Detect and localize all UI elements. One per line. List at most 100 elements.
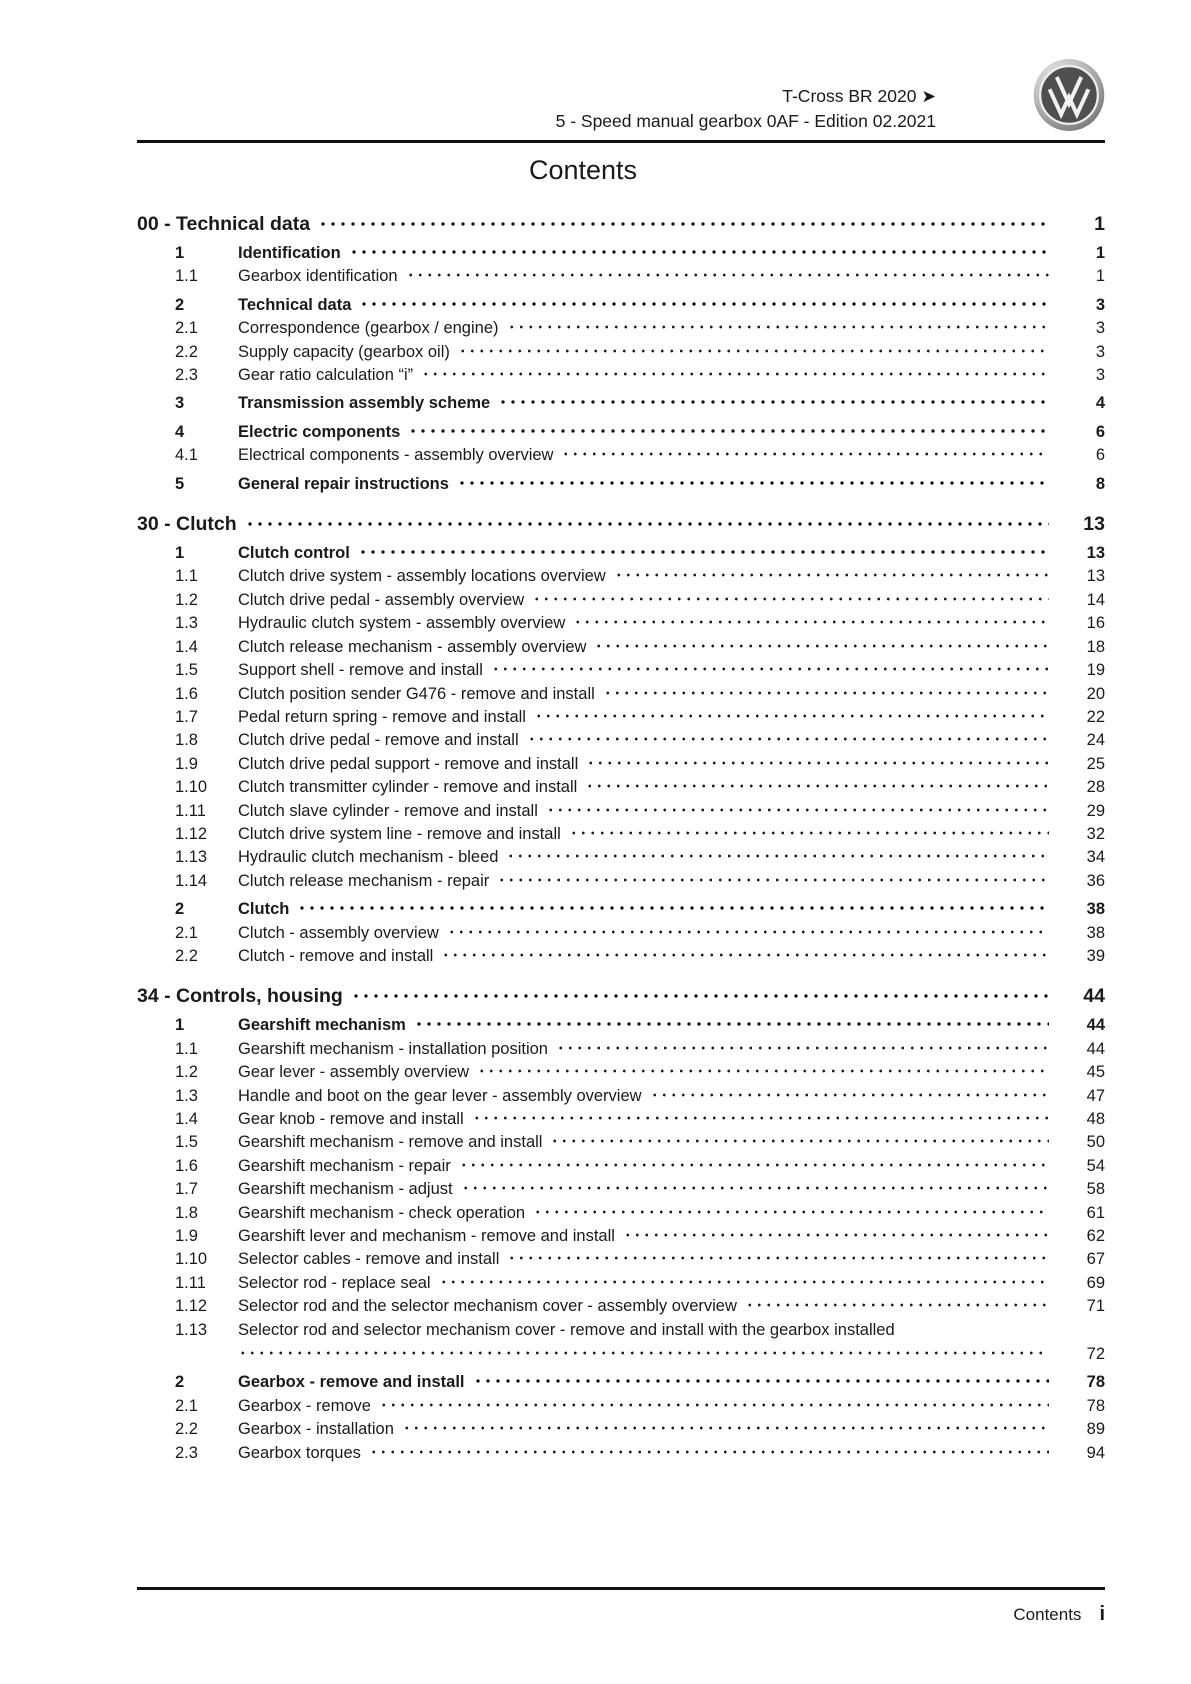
entry-number: 1.13 (175, 1320, 208, 1339)
entry-title: Clutch position sender G476 - remove and… (238, 684, 595, 703)
dot-leader (472, 1372, 1049, 1388)
entry-page: 1 (1095, 244, 1105, 262)
dot-leader (359, 294, 1049, 310)
toc-entry[interactable]: 2.1 Gearbox - remove 78 (137, 1395, 1105, 1418)
toc-chapter[interactable]: 00 - Technical data 1 (137, 211, 1105, 237)
entry-number: 3 (175, 394, 185, 413)
toc-entry[interactable]: 1.5 Gearshift mechanism - remove and ins… (137, 1131, 1105, 1154)
dot-leader (555, 1038, 1049, 1054)
entry-page: 39 (1086, 946, 1105, 965)
toc-entry[interactable]: 2.2 Supply capacity (gearbox oil) 3 (137, 341, 1105, 364)
toc-entry[interactable]: 1.12 Selector rod and the selector mecha… (137, 1295, 1105, 1318)
toc-entry[interactable]: 1.9 Gearshift lever and mechanism - remo… (137, 1225, 1105, 1248)
entry-title: Gearbox - remove and install (238, 1373, 465, 1392)
entry-number: 1.2 (175, 1063, 198, 1082)
toc-entry[interactable]: 2.3 Gearbox torques 94 (137, 1442, 1105, 1465)
entry-number: 1 (175, 544, 185, 563)
toc-entry[interactable]: 1.7 Pedal return spring - remove and ins… (137, 706, 1105, 729)
toc-entry[interactable]: 1.13 Selector rod and selector mechanism… (137, 1319, 1105, 1367)
toc-entry[interactable]: 1 Gearshift mechanism 44 (137, 1014, 1105, 1037)
entry-page: 22 (1086, 707, 1105, 726)
dot-leader (526, 730, 1049, 746)
toc-entry[interactable]: 1.5 Support shell - remove and install 1… (137, 659, 1105, 682)
dot-leader (350, 986, 1049, 1003)
toc-entry[interactable]: 2.1 Clutch - assembly overview 38 (137, 922, 1105, 945)
footer-divider (137, 1587, 1105, 1590)
entry-number: 1.1 (175, 267, 198, 286)
toc-entry[interactable]: 1.3 Hydraulic clutch system - assembly o… (137, 612, 1105, 635)
toc-entry[interactable]: 1.12 Clutch drive system line - remove a… (137, 823, 1105, 846)
entry-title: Clutch drive pedal - remove and install (238, 731, 519, 750)
toc-entry[interactable]: 2.2 Clutch - remove and install 39 (137, 945, 1105, 968)
toc-entry[interactable]: 1.4 Gear knob - remove and install 48 (137, 1108, 1105, 1131)
toc-entry[interactable]: 1 Clutch control 13 (137, 542, 1105, 565)
entry-page: 3 (1095, 295, 1105, 314)
entry-title: Gear knob - remove and install (238, 1110, 464, 1128)
toc-entry[interactable]: 1.9 Clutch drive pedal support - remove … (137, 753, 1105, 776)
toc-entry[interactable]: 1.2 Clutch drive pedal - assembly overvi… (137, 589, 1105, 612)
toc-entry[interactable]: 2.3 Gear ratio calculation “i” 3 (137, 364, 1105, 387)
toc-entry[interactable]: 4 Electric components 6 (137, 421, 1105, 444)
entry-page: 4 (1095, 394, 1105, 413)
toc-entry[interactable]: 1.3 Handle and boot on the gear lever - … (137, 1085, 1105, 1108)
entry-title: Gearbox - remove (238, 1396, 371, 1415)
entry-page: 34 (1086, 848, 1105, 867)
entry-title: Supply capacity (gearbox oil) (238, 342, 450, 361)
entry-page: 89 (1086, 1420, 1105, 1439)
entry-page: 1 (1095, 267, 1105, 286)
entry-page: 38 (1086, 900, 1105, 919)
dot-leader (460, 1179, 1049, 1195)
toc-entry[interactable]: 1.1 Clutch drive system - assembly locat… (137, 565, 1105, 588)
toc-entry[interactable]: 1 Identification 1 (137, 242, 1105, 265)
entry-title: Clutch drive pedal support - remove and … (238, 754, 579, 773)
entry-page: 32 (1086, 824, 1105, 843)
toc-entry[interactable]: 1.6 Gearshift mechanism - repair 54 (137, 1155, 1105, 1178)
entry-page: 38 (1086, 923, 1105, 942)
entry-number: 1.9 (175, 754, 198, 773)
entry-page: 18 (1086, 637, 1105, 656)
entry-number: 2 (175, 900, 185, 919)
toc-entry[interactable]: 1.4 Clutch release mechanism - assembly … (137, 636, 1105, 659)
toc-entry[interactable]: 1.2 Gear lever - assembly overview 45 (137, 1061, 1105, 1084)
toc-entry[interactable]: 5 General repair instructions 8 (137, 473, 1105, 496)
toc-entry[interactable]: 2.2 Gearbox - installation 89 (137, 1418, 1105, 1441)
toc-entry[interactable]: 1.11 Selector rod - replace seal 69 (137, 1272, 1105, 1295)
toc-entry[interactable]: 1.13 Hydraulic clutch mechanism - bleed … (137, 846, 1105, 869)
toc-entry[interactable]: 1.1 Gearshift mechanism - installation p… (137, 1038, 1105, 1061)
entry-page: 25 (1086, 754, 1105, 773)
toc-entry[interactable]: 1.14 Clutch release mechanism - repair 3… (137, 870, 1105, 893)
toc-entry[interactable]: 1.7 Gearshift mechanism - adjust 58 (137, 1178, 1105, 1201)
toc-entry[interactable]: 1.8 Clutch drive pedal - remove and inst… (137, 729, 1105, 752)
entry-page: 45 (1086, 1063, 1105, 1082)
entry-number: 2 (175, 1373, 185, 1392)
toc-entry[interactable]: 1.1 Gearbox identification 1 (137, 265, 1105, 288)
entry-page: 3 (1095, 366, 1105, 385)
toc-entry[interactable]: 2 Clutch 38 (137, 898, 1105, 921)
entry-title: Gearshift mechanism - repair (238, 1156, 451, 1175)
entry-title: Handle and boot on the gear lever - asse… (238, 1086, 642, 1105)
toc-entry[interactable]: 3 Transmission assembly scheme 4 (137, 392, 1105, 415)
dot-leader (622, 1226, 1049, 1242)
entry-title: Hydraulic clutch system - assembly overv… (238, 614, 566, 633)
toc-entry[interactable]: 1.8 Gearshift mechanism - check operatio… (137, 1202, 1105, 1225)
entry-title: Gearbox - installation (238, 1420, 394, 1439)
toc-entry[interactable]: 1.10 Selector cables - remove and instal… (137, 1248, 1105, 1271)
entry-number: 1.12 (175, 1297, 208, 1316)
toc-chapter[interactable]: 30 - Clutch 13 (137, 511, 1105, 537)
toc-entry[interactable]: 1.10 Clutch transmitter cylinder - remov… (137, 776, 1105, 799)
entry-title: Technical data (238, 295, 352, 314)
dot-leader (413, 1015, 1049, 1031)
toc-entry[interactable]: 4.1 Electrical components - assembly ove… (137, 444, 1105, 467)
dot-leader (318, 214, 1049, 230)
dot-leader (561, 445, 1049, 461)
toc-entry[interactable]: 1.11 Clutch slave cylinder - remove and … (137, 800, 1105, 823)
toc-entry[interactable]: 1.6 Clutch position sender G476 - remove… (137, 683, 1105, 706)
toc-entry[interactable]: 2.1 Correspondence (gearbox / engine) 3 (137, 317, 1105, 340)
toc-entry[interactable]: 2 Technical data 3 (137, 294, 1105, 317)
entry-page: 72 (1086, 1345, 1105, 1364)
toc-chapter[interactable]: 34 - Controls, housing 44 (137, 983, 1105, 1009)
entry-number: 2.1 (175, 1396, 198, 1415)
dot-leader (498, 393, 1049, 409)
toc-entry[interactable]: 2 Gearbox - remove and install 78 (137, 1371, 1105, 1394)
entry-title: Electrical components - assembly overvie… (238, 446, 554, 465)
